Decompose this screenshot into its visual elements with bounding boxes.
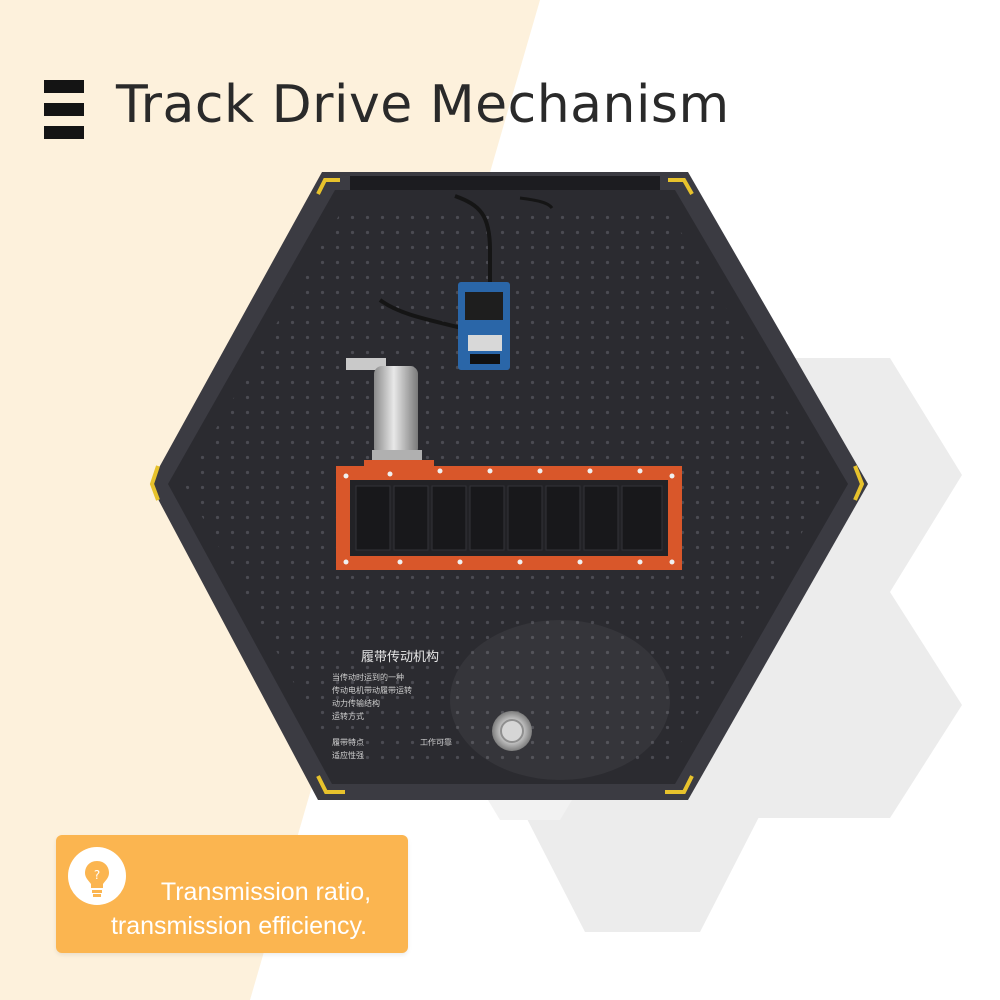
track-links bbox=[355, 485, 663, 551]
cable bbox=[519, 196, 554, 209]
frame-screws bbox=[343, 468, 675, 565]
panel-heading: 履带传动机构 bbox=[361, 650, 439, 665]
corner-bumper bbox=[316, 775, 345, 794]
corner-bumper bbox=[668, 178, 694, 195]
motor-bracket bbox=[346, 358, 386, 370]
cable bbox=[454, 194, 492, 285]
top-rail bbox=[350, 176, 660, 190]
svg-text:?: ? bbox=[94, 868, 100, 882]
menu-icon[interactable] bbox=[44, 76, 84, 139]
tip-callout: ? Transmission ratio, transmission effic… bbox=[56, 835, 408, 953]
header: Track Drive Mechanism bbox=[44, 70, 730, 140]
panel-text-line: 适应性强 bbox=[332, 750, 364, 760]
corner-bumper bbox=[316, 178, 340, 195]
corner-bumper bbox=[149, 465, 160, 501]
tip-text: Transmission ratio, transmission efficie… bbox=[74, 875, 404, 943]
tip-line-1: Transmission ratio, bbox=[160, 878, 372, 906]
panel-text-block: 当传动时运到的一种 传动电机带动履带运转 动力传输结构 运转方式 履带特点 工作… bbox=[332, 672, 452, 760]
tip-line-2: transmission efficiency. bbox=[110, 912, 368, 940]
lightbulb-icon: ? bbox=[68, 847, 126, 905]
panel-text-line: 动力传输结构 bbox=[332, 698, 380, 708]
corner-bumper bbox=[853, 465, 865, 501]
gear-motor bbox=[374, 366, 418, 456]
panel-text-line: 传动电机带动履带运转 bbox=[332, 685, 412, 695]
panel-text-line: 当传动时运到的一种 bbox=[332, 672, 404, 682]
corner-bumper bbox=[665, 775, 694, 794]
panel-text-line: 履带特点 bbox=[332, 737, 364, 747]
panel-text-line: 运转方式 bbox=[332, 711, 364, 721]
reflection bbox=[450, 620, 670, 780]
page-title: Track Drive Mechanism bbox=[116, 75, 730, 135]
panel-text-line: 工作可靠 bbox=[420, 737, 452, 747]
